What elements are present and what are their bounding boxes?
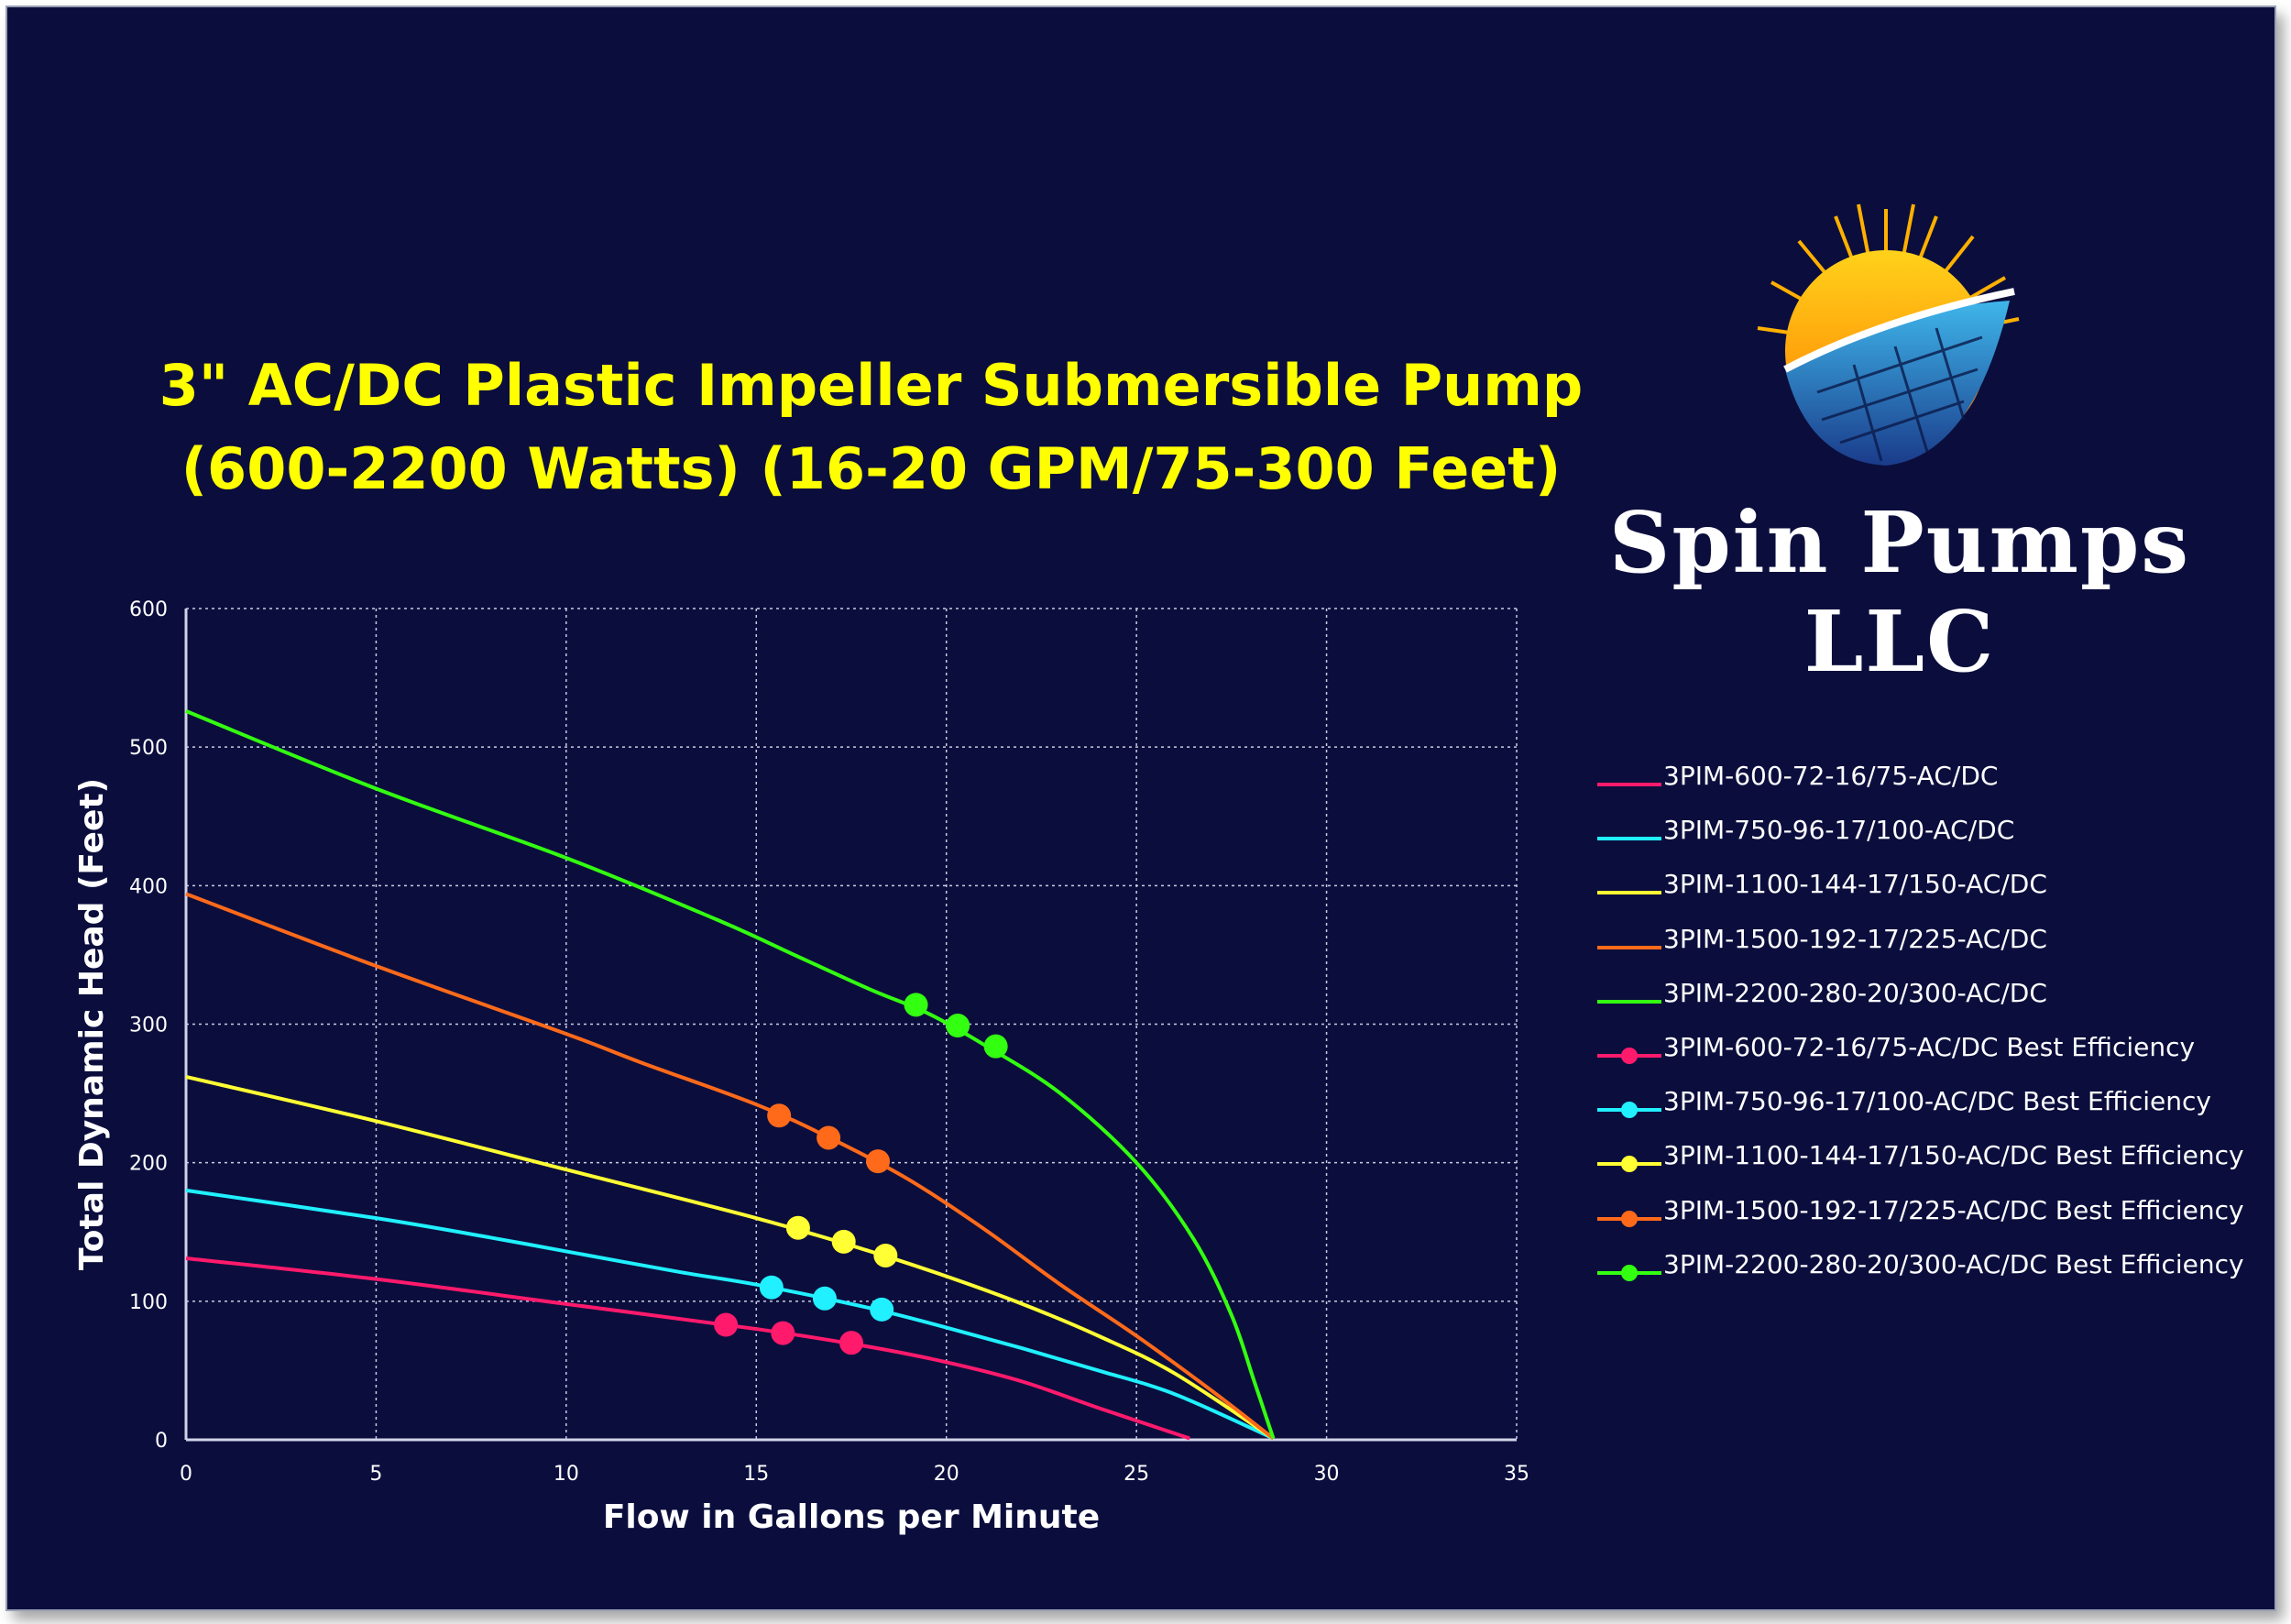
best-efficiency-point <box>866 1149 891 1174</box>
legend-swatch <box>1597 1264 1661 1281</box>
y-tick-label: 600 <box>129 598 168 621</box>
best-efficiency-point <box>714 1312 739 1337</box>
chart-plot: 0 5 10 15 20 25 30 35 0 100 200 300 400 500 600 Flow in… <box>73 598 1529 1536</box>
best-efficiency-point <box>785 1215 810 1240</box>
legend-item: 3PIM-600-72-16/75-AC/DC Best Efficiency <box>1597 1028 2257 1082</box>
best-efficiency-point <box>817 1125 841 1150</box>
series-line <box>185 1074 1275 1441</box>
series-line <box>185 1256 1190 1441</box>
legend-item: 3PIM-2200-280-20/300-AC/DC Best Efficien… <box>1597 1245 2257 1300</box>
x-tick-label: 20 <box>934 1463 959 1486</box>
y-axis-title: Total Dynamic Head (Feet) <box>73 778 111 1270</box>
best-efficiency-point <box>839 1331 863 1355</box>
legend-swatch <box>1597 945 1661 949</box>
x-tick-label: 5 <box>369 1463 382 1486</box>
x-tick-label: 30 <box>1314 1463 1340 1486</box>
best-efficiency-point <box>771 1321 795 1345</box>
legend-label: 3PIM-1100-144-17/150-AC/DC Best Efficien… <box>1663 1140 2244 1171</box>
best-efficiency-point <box>767 1103 792 1128</box>
legend-swatch <box>1597 837 1661 841</box>
legend-swatch <box>1597 999 1661 1004</box>
sun-logo-icon <box>1757 203 2020 466</box>
best-efficiency-point <box>759 1275 784 1300</box>
legend-label: 3PIM-600-72-16/75-AC/DC <box>1663 761 1999 791</box>
chart-title-line-1: 3" AC/DC Plastic Impeller Submersible Pu… <box>159 352 1584 419</box>
x-tick-label: 35 <box>1504 1463 1529 1486</box>
chart-title-line-2: (600-2200 Watts) (16-20 GPM/75-300 Feet) <box>181 435 1562 502</box>
legend-swatch <box>1597 1047 1661 1064</box>
legend-label: 3PIM-1100-144-17/150-AC/DC <box>1663 869 2047 900</box>
brand-name: Spin Pumps LLC <box>1608 493 2191 691</box>
legend-label: 3PIM-1500-192-17/225-AC/DC <box>1663 923 2047 954</box>
legend-label: 3PIM-600-72-16/75-AC/DC Best Efficiency <box>1663 1031 2196 1062</box>
legend-item: 3PIM-750-96-17/100-AC/DC <box>1597 811 2257 865</box>
series-line <box>185 709 1276 1440</box>
legend-item: 3PIM-1500-192-17/225-AC/DC <box>1597 920 2257 974</box>
best-efficiency-point <box>812 1286 837 1311</box>
best-efficiency-point <box>831 1229 856 1254</box>
y-tick-label: 200 <box>129 1153 168 1176</box>
legend-item: 3PIM-1500-192-17/225-AC/DC Best Efficien… <box>1597 1191 2257 1245</box>
legend-item: 3PIM-1100-144-17/150-AC/DC <box>1597 865 2257 919</box>
legend-swatch <box>1597 1102 1661 1119</box>
legend-item: 3PIM-2200-280-20/300-AC/DC <box>1597 974 2257 1028</box>
y-tick-label: 300 <box>129 1015 168 1037</box>
x-tick-label: 10 <box>554 1463 579 1486</box>
y-tick-label: 100 <box>129 1291 168 1314</box>
legend-swatch <box>1597 1210 1661 1227</box>
y-tick-label: 400 <box>129 875 168 898</box>
legend-label: 3PIM-2200-280-20/300-AC/DC <box>1663 977 2047 1008</box>
legend-item: 3PIM-600-72-16/75-AC/DC <box>1597 757 2257 811</box>
chart-legend: 3PIM-600-72-16/75-AC/DC 3PIM-750-96-17/10… <box>1597 757 2257 1300</box>
best-efficiency-point <box>904 993 928 1017</box>
legend-label: 3PIM-1500-192-17/225-AC/DC Best Efficien… <box>1663 1194 2244 1225</box>
y-tick-label: 500 <box>129 737 168 760</box>
x-axis-title: Flow in Gallons per Minute <box>603 1498 1100 1536</box>
best-efficiency-point <box>946 1014 970 1038</box>
best-efficiency-point <box>873 1243 898 1267</box>
legend-swatch <box>1597 1156 1661 1173</box>
legend-item: 3PIM-750-96-17/100-AC/DC Best Efficiency <box>1597 1082 2257 1136</box>
x-tick-label: 0 <box>180 1463 192 1486</box>
series-line <box>185 892 1275 1441</box>
chart-frame: 3" AC/DC Plastic Impeller Submersible Pu… <box>5 5 2276 1611</box>
y-tick-label: 0 <box>155 1430 168 1453</box>
legend-item: 3PIM-1100-144-17/150-AC/DC Best Efficien… <box>1597 1136 2257 1191</box>
legend-label: 3PIM-750-96-17/100-AC/DC <box>1663 815 2015 846</box>
x-tick-label: 25 <box>1124 1463 1149 1486</box>
legend-label: 3PIM-750-96-17/100-AC/DC Best Efficiency <box>1663 1086 2211 1117</box>
legend-label: 3PIM-2200-280-20/300-AC/DC Best Efficien… <box>1663 1248 2244 1279</box>
legend-swatch <box>1597 891 1661 895</box>
best-efficiency-point <box>983 1034 1008 1059</box>
x-tick-label: 15 <box>743 1463 769 1486</box>
legend-swatch <box>1597 783 1661 786</box>
best-efficiency-point <box>870 1297 894 1322</box>
